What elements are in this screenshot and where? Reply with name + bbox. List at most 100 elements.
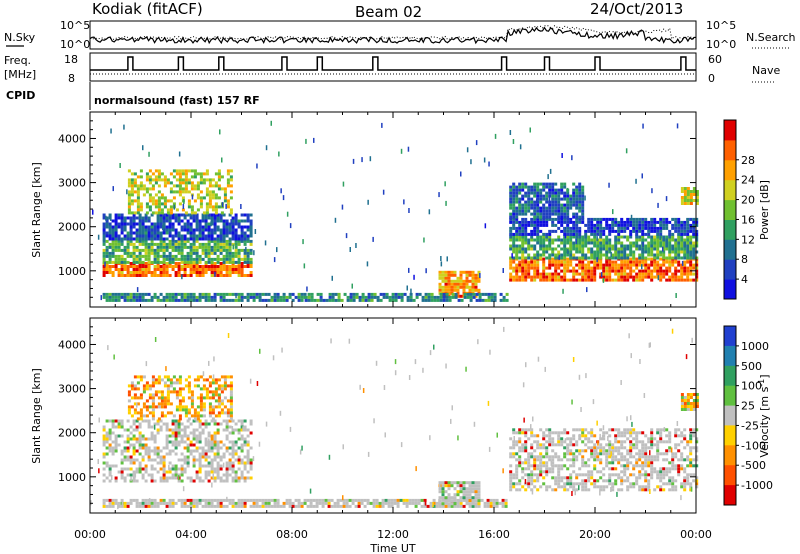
echo-cell — [605, 458, 609, 462]
echo-cell — [231, 298, 235, 302]
echo-cell — [545, 212, 549, 216]
echo-cell — [148, 205, 152, 209]
echo-cell — [587, 458, 591, 462]
echo-cell — [536, 215, 540, 219]
echo-cell — [316, 298, 320, 302]
echo-cell — [581, 244, 585, 248]
echo-cell — [193, 408, 197, 412]
echo-cell — [521, 256, 525, 260]
echo-cell — [378, 501, 382, 505]
echo-cell — [108, 449, 112, 453]
echo-cell — [162, 455, 166, 459]
echo-cell — [132, 251, 136, 255]
echo-cell — [178, 381, 182, 385]
echo-cell — [216, 268, 220, 271]
echo-cell — [102, 248, 106, 252]
echo-cell — [524, 200, 528, 204]
echo-cell — [195, 449, 199, 453]
echo-cell — [611, 473, 615, 477]
echo-cell — [135, 449, 139, 453]
echo-cell — [249, 242, 253, 246]
echo-point — [665, 196, 668, 202]
echo-cell — [135, 440, 139, 444]
echo-cell — [509, 275, 513, 279]
echo-cell — [195, 234, 199, 238]
echo-cell — [217, 178, 221, 182]
echo-cell — [114, 228, 118, 232]
echo-cell — [680, 238, 684, 242]
echo-cell — [683, 238, 687, 242]
echo-cell — [444, 504, 448, 508]
echo-cell — [536, 275, 540, 279]
echo-cell — [617, 476, 621, 480]
echo-cell — [674, 278, 678, 282]
echo-cell — [569, 464, 573, 468]
echo-cell — [683, 272, 687, 276]
echo-cell — [536, 479, 540, 483]
echo-cell — [175, 169, 179, 173]
echo-cell — [454, 292, 458, 296]
echo-cell — [199, 172, 203, 176]
echo-cell — [225, 467, 229, 471]
echo-point — [345, 233, 348, 239]
echo-cell — [566, 217, 570, 221]
echo-cell — [563, 250, 567, 254]
echo-cell — [177, 428, 181, 432]
echo-cell — [515, 263, 519, 267]
echo-cell — [184, 187, 188, 191]
echo-cell — [192, 265, 196, 268]
echo-cell — [183, 425, 187, 429]
station-title: Kodiak (fitACF) — [92, 0, 203, 18]
echo-cell — [204, 222, 208, 226]
echo-cell — [641, 229, 645, 233]
echo-cell — [551, 275, 555, 279]
echo-cell — [183, 461, 187, 465]
echo-cell — [563, 263, 567, 267]
echo-cell — [126, 298, 130, 302]
echo-cell — [229, 387, 233, 391]
echo-cell — [686, 226, 690, 230]
echo-cell — [439, 298, 443, 302]
echo-cell — [581, 215, 585, 219]
echo-cell — [135, 458, 139, 462]
echo-point — [355, 243, 357, 248]
echo-point — [303, 263, 306, 269]
echo-cell — [614, 449, 618, 453]
echo-cell — [159, 225, 163, 229]
echo-cell — [584, 269, 588, 273]
echo-cell — [210, 228, 214, 232]
echo-cell — [554, 476, 558, 480]
echo-cell — [515, 470, 519, 474]
echo-cell — [515, 266, 519, 270]
echo-cell — [135, 245, 139, 249]
echo-cell — [210, 298, 214, 302]
echo-cell — [358, 295, 362, 299]
echo-cell — [530, 188, 534, 192]
echo-cell — [689, 217, 693, 221]
echo-cell — [572, 443, 576, 447]
echo-cell — [512, 188, 516, 192]
echo-cell — [674, 238, 678, 242]
echo-cell — [219, 501, 223, 505]
echo-cell — [151, 396, 155, 400]
echo-cell — [504, 498, 508, 502]
echo-cell — [680, 226, 684, 230]
echo-cell — [141, 242, 145, 246]
echo-cell — [599, 476, 603, 480]
echo-cell — [512, 223, 516, 227]
echo-cell — [117, 239, 121, 243]
colorbar-segment — [724, 219, 736, 240]
echo-point — [352, 158, 355, 164]
echo-cell — [617, 449, 621, 453]
echo-cell — [151, 187, 155, 191]
echo-cell — [593, 278, 597, 282]
echo-cell — [133, 199, 137, 203]
echo-cell — [587, 470, 591, 474]
echo-cell — [608, 223, 612, 227]
echo-cell — [114, 242, 118, 246]
echo-cell — [456, 288, 460, 292]
echo-cell — [181, 172, 185, 176]
echo-cell — [171, 254, 175, 258]
echo-cell — [518, 458, 522, 462]
echo-cell — [201, 231, 205, 235]
